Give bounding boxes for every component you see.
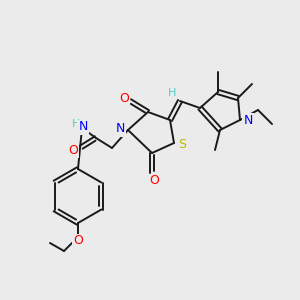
Text: O: O xyxy=(119,92,129,106)
Text: S: S xyxy=(178,137,186,151)
Text: N: N xyxy=(78,121,88,134)
Text: N: N xyxy=(115,122,125,136)
Text: O: O xyxy=(73,235,83,248)
Text: H: H xyxy=(168,88,176,98)
Text: H: H xyxy=(72,119,80,129)
Text: O: O xyxy=(68,143,78,157)
Text: O: O xyxy=(149,175,159,188)
Text: N: N xyxy=(243,113,253,127)
